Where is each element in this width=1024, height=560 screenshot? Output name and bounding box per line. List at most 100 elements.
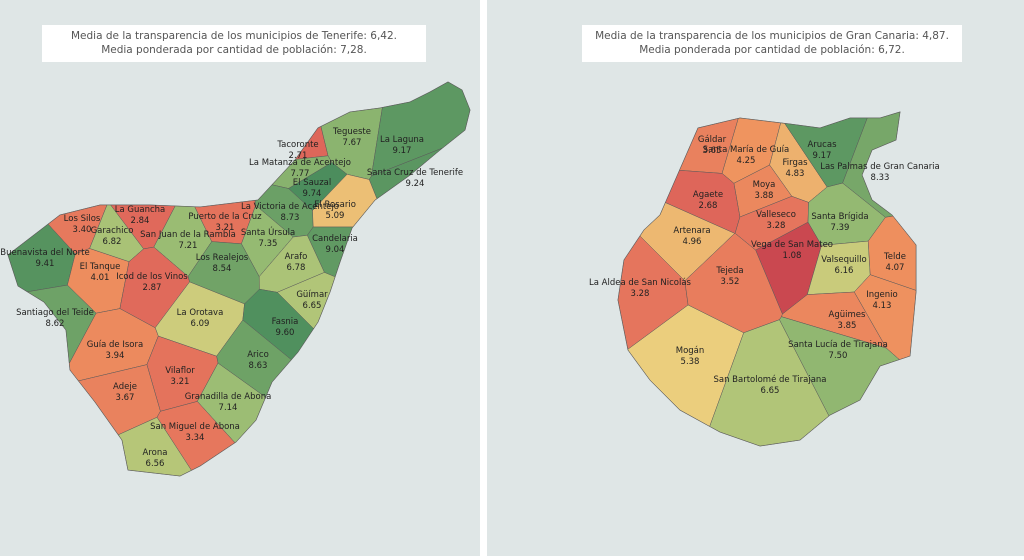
municipality-name: Firgas (782, 158, 808, 168)
municipality-value: 3.34 (186, 433, 205, 443)
municipality-value: 2.68 (699, 201, 718, 211)
municipality-name: Puerto de la Cruz (188, 212, 262, 222)
municipality-name: Santa Cruz de Tenerife (367, 168, 463, 178)
municipality-value: 5.09 (326, 211, 345, 221)
municipality-name: Candelaria (312, 234, 358, 244)
municipality-value: 6.65 (761, 386, 780, 396)
municipality-name: Valsequillo (821, 255, 866, 265)
municipality-value: 8.33 (871, 173, 890, 183)
municipality-value: 3.67 (116, 393, 135, 403)
municipality-name: Santa María de Guía (703, 145, 789, 155)
municipality-name: Santa Brígida (811, 212, 868, 222)
municipality-value: 5.38 (681, 357, 700, 367)
municipality-value: 9.04 (326, 245, 345, 255)
municipality-name: El Tanque (80, 262, 121, 272)
municipality-name: Artenara (673, 226, 710, 236)
municipality-value: 7.67 (343, 138, 362, 148)
municipality-value: 6.82 (103, 237, 122, 247)
municipality-name: Güímar (296, 290, 328, 300)
municipality-value: 3.65 (703, 146, 722, 156)
municipality-name: Tejeda (715, 266, 743, 276)
municipality-name: La Matanza de Acentejo (249, 158, 351, 168)
municipality-name: Vega de San Mateo (751, 240, 833, 250)
municipality-value: 3.85 (838, 321, 857, 331)
municipality-region (709, 319, 830, 447)
municipality-value: 4.07 (886, 263, 905, 273)
municipality-value: 4.96 (683, 237, 702, 247)
municipality-value: 7.14 (219, 403, 238, 413)
municipality-name: San Juan de la Rambla (140, 230, 236, 240)
municipality-name: Granadilla de Abona (185, 392, 272, 402)
municipality-name: La Orotava (177, 308, 224, 318)
municipality-name: Los Silos (64, 214, 101, 224)
municipality-region (312, 174, 378, 228)
municipality-value: 2.84 (131, 216, 150, 226)
municipality-name: Tacoronte (276, 140, 318, 150)
header-box (42, 25, 426, 62)
municipality-value: 9.17 (393, 146, 412, 156)
municipality-name: Santa Lucía de Tirajana (788, 340, 888, 350)
municipality-name: El Sauzal (293, 178, 331, 188)
municipality-name: Guía de Isora (87, 340, 143, 350)
municipality-value: 9.60 (276, 328, 295, 338)
header-text: Media ponderada por cantidad de població… (101, 44, 367, 56)
municipality-value: 3.28 (767, 221, 786, 231)
municipality-value: 7.50 (829, 351, 848, 361)
municipality-value: 4.83 (786, 169, 805, 179)
municipality-name: Los Realejos (196, 253, 249, 263)
municipality-value: 3.21 (171, 377, 190, 387)
municipality-value: 3.52 (721, 277, 740, 287)
municipality-name: Arico (247, 350, 269, 360)
municipality-value: 3.94 (106, 351, 125, 361)
municipality-name: Arafo (285, 252, 308, 262)
municipality-name: Telde (883, 252, 906, 262)
municipality-value: 8.62 (46, 319, 65, 329)
header-text: Media de la transparencia de los municip… (71, 30, 397, 42)
municipality-value: 7.77 (291, 169, 310, 179)
municipality-name: Vilaflor (165, 366, 195, 376)
municipality-name: Arucas (807, 140, 837, 150)
municipality-value: 7.39 (831, 223, 850, 233)
municipality-name: Las Palmas de Gran Canaria (820, 162, 940, 172)
municipality-name: La Guancha (115, 205, 166, 215)
municipality-name: El Rosario (314, 200, 356, 210)
municipality-name: Garachico (91, 226, 134, 236)
municipality-value: 3.28 (631, 289, 650, 299)
municipality-name: Adeje (113, 382, 137, 392)
municipality-value: 4.25 (737, 156, 756, 166)
municipality-region (627, 304, 745, 427)
municipality-value: 6.16 (835, 266, 854, 276)
municipality-value: 2.87 (143, 283, 162, 293)
municipality-region (117, 416, 192, 477)
municipality-value: 9.24 (406, 179, 425, 189)
municipality-value: 3.40 (73, 225, 92, 235)
municipality-value: 1.08 (783, 251, 802, 261)
municipality-value: 9.74 (303, 189, 322, 199)
municipality-value: 6.09 (191, 319, 210, 329)
municipality-value: 9.41 (36, 259, 55, 269)
municipality-name: Arona (143, 448, 168, 458)
municipality-name: Santa Úrsula (241, 226, 295, 238)
municipality-name: Mogán (676, 346, 705, 356)
municipality-name: Ingenio (866, 290, 897, 300)
municipality-value: 6.78 (287, 263, 306, 273)
municipality-value: 3.88 (755, 191, 774, 201)
municipality-name: Agüimes (829, 310, 866, 320)
municipality-name: San Miguel de Abona (150, 422, 240, 432)
municipality-value: 6.56 (146, 459, 165, 469)
municipality-name: Moya (753, 180, 776, 190)
municipality-value: 2.71 (289, 151, 308, 161)
municipality-name: Valleseco (756, 210, 796, 220)
municipality-value: 9.17 (813, 151, 832, 161)
municipality-value: 8.54 (213, 264, 232, 274)
municipality-name: Icod de los Vinos (116, 272, 188, 282)
municipality-value: 4.13 (873, 301, 892, 311)
municipality-region (242, 288, 314, 361)
municipality-value: 8.63 (249, 361, 268, 371)
municipality-value: 8.73 (281, 213, 300, 223)
municipality-value: 6.65 (303, 301, 322, 311)
municipality-name: La Laguna (380, 135, 424, 145)
municipality-name: La Victoria de Acentejo (241, 202, 339, 212)
